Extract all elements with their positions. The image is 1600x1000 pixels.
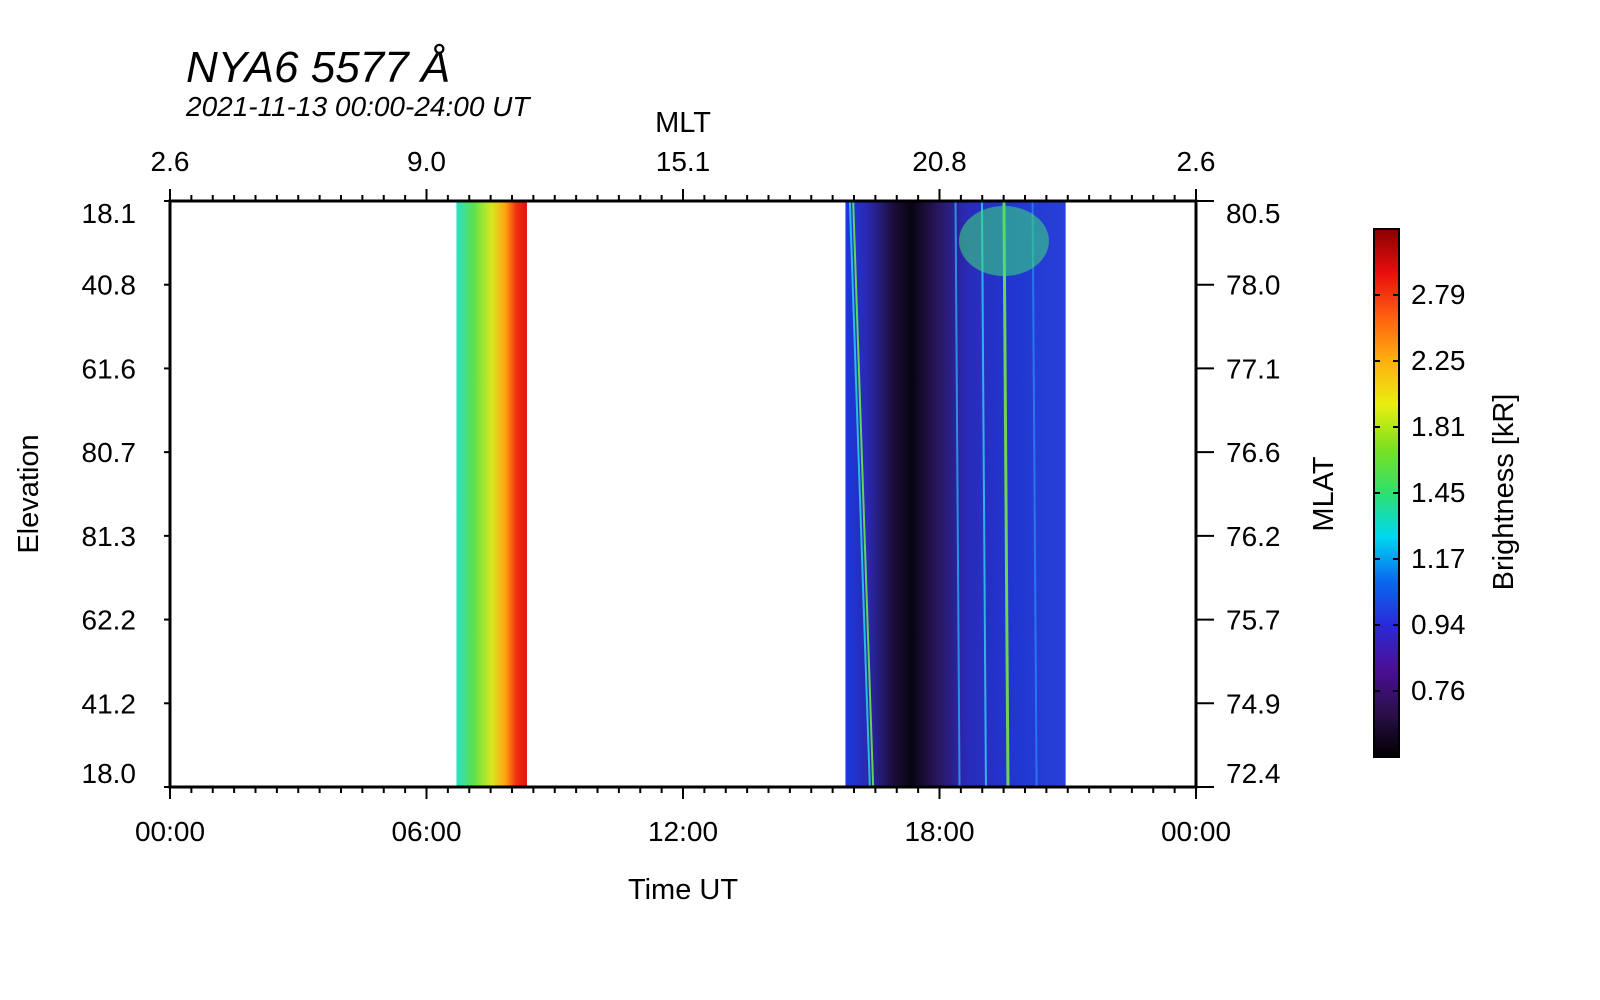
colorbar-tick-label: 2.25 [1411,345,1466,376]
y-tick-label-right: 75.7 [1226,605,1281,636]
colorbar: 2.79 2.25 1.81 1.45 1.17 0.94 0.76 Brightness … [1373,228,1520,758]
auroral-arc [954,200,961,788]
y-tick-label-left: 41.2 [82,688,137,719]
y-tick-label-left: 18.0 [82,758,137,789]
data-block-1 [456,201,527,787]
chart-subtitle: 2021-11-13 00:00-24:00 UT [186,91,530,122]
colorbar-ticks: 2.79 2.25 1.81 1.45 1.17 0.94 0.76 [1374,279,1466,706]
y-axis-left-label: Elevation [13,434,45,553]
y-tick-label-left: 61.6 [82,353,137,384]
y-tick-label-right: 80.5 [1226,198,1281,229]
x-tick-label-top: 15.1 [656,146,711,177]
y-tick-label-left: 62.2 [82,605,137,636]
x-tick-label-top: 2.6 [151,146,190,177]
colorbar-tick-label: 0.76 [1411,675,1466,706]
aurora-glow [958,206,1049,276]
y-tick-label-left: 80.7 [82,437,137,468]
y-tick-label-right: 76.2 [1226,521,1281,552]
auroral-arc [852,200,875,788]
x-tick-label-bottom: 00:00 [135,816,205,847]
auroral-arc [980,200,987,788]
y-tick-label-right: 72.4 [1226,758,1281,789]
y-tick-label-right: 77.1 [1226,353,1281,384]
colorbar-tick-label: 2.79 [1411,279,1466,310]
y-tick-label-right: 76.6 [1226,437,1281,468]
x-axis-top-label: MLT [655,107,711,139]
x-axis-label: Time UT [628,874,738,906]
chart-title: NYA6 5577 Å [186,43,451,92]
x-tick-label-bottom: 00:00 [1161,816,1231,847]
colorbar-tick-label: 1.45 [1411,477,1466,508]
auroral-arc [848,200,871,788]
colorbar-tick-label: 1.17 [1411,543,1466,574]
heatmap-data-area [456,200,1066,788]
y-tick-label-right: 78.0 [1226,270,1281,301]
x-tick-label-top: 20.8 [912,146,967,177]
x-tick-label-top: 2.6 [1177,146,1216,177]
colorbar-tick-label: 0.94 [1411,609,1466,640]
auroral-arc [1031,200,1038,788]
x-tick-label-bottom: 06:00 [391,816,461,847]
x-tick-label-bottom: 18:00 [904,816,974,847]
y-tick-label-left: 18.1 [82,198,137,229]
y-tick-label-left: 81.3 [82,521,137,552]
axis-ticks: 00:00 06:00 12:00 18:00 00:00 2.6 9.0 15.1 20.8 2… [82,146,1281,847]
colorbar-tick-label: 1.81 [1411,411,1466,442]
x-tick-label-top: 9.0 [407,146,446,177]
y-tick-label-left: 40.8 [82,270,137,301]
x-tick-label-bottom: 12:00 [648,816,718,847]
y-axis-right-label: MLAT [1308,456,1340,531]
y-tick-label-right: 74.9 [1226,688,1281,719]
colorbar-label: Brightness [kR] [1488,394,1520,591]
auroral-arc [1002,200,1010,788]
